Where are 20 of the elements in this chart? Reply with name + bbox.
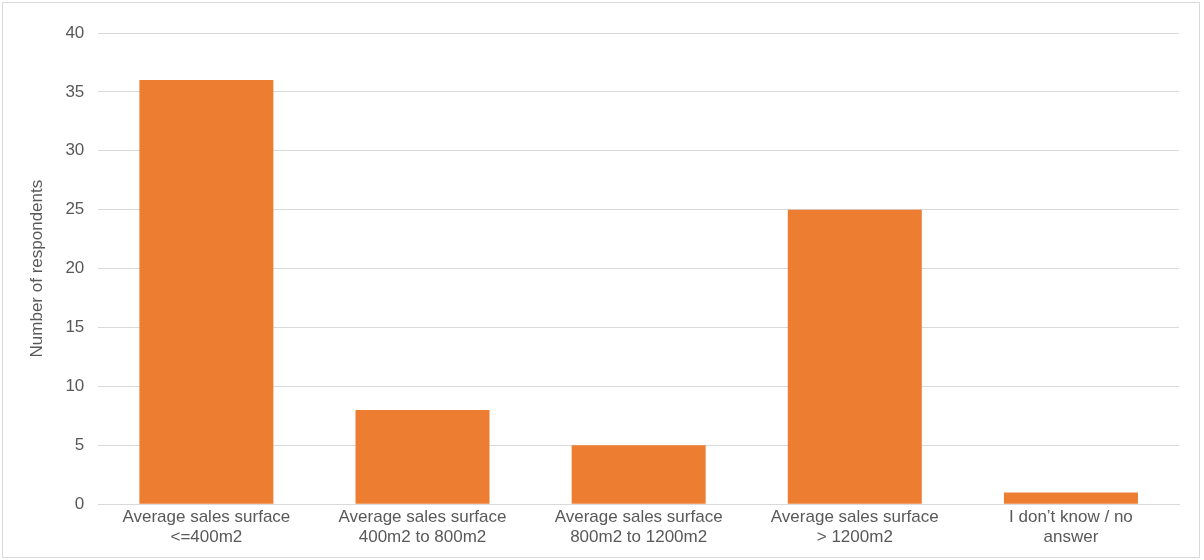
y-tick-label: 15	[65, 317, 85, 337]
y-tick-label: 25	[65, 199, 85, 219]
y-tick-label: 10	[65, 376, 85, 396]
y-tick-label: 5	[74, 434, 85, 454]
bar	[355, 409, 490, 504]
x-tick-label: Average sales surface 400m2 to 800m2	[338, 507, 507, 547]
y-tick-label: 20	[65, 258, 85, 278]
bar	[139, 80, 274, 504]
bar	[571, 445, 706, 504]
x-tick-label: Average sales surface > 1200m2	[770, 507, 939, 547]
bar	[787, 209, 922, 504]
x-tick-label: Average sales surface 800m2 to 1200m2	[554, 507, 723, 547]
y-tick-label: 40	[65, 22, 85, 42]
x-tick-label: Average sales surface <=400m2	[122, 507, 291, 547]
y-tick-label: 0	[74, 493, 85, 513]
y-tick-label: 35	[65, 81, 85, 101]
y-axis-title: Number of respondents	[26, 179, 46, 358]
x-tick-label: I don’t know / no answer	[1009, 507, 1133, 547]
y-tick-label: 30	[65, 140, 85, 160]
bar	[1003, 492, 1138, 504]
